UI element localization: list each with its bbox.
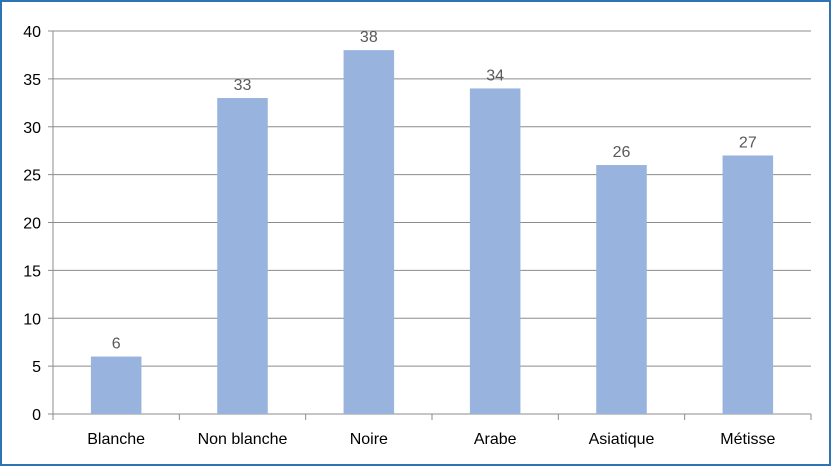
bar bbox=[343, 50, 395, 415]
y-tick-label: 10 bbox=[23, 311, 41, 328]
y-tick-label: 0 bbox=[32, 407, 41, 424]
y-tick-label: 5 bbox=[32, 359, 41, 376]
bar bbox=[722, 155, 774, 414]
data-label: 33 bbox=[234, 77, 252, 94]
y-tick-label: 25 bbox=[23, 168, 41, 185]
y-tick-label: 40 bbox=[23, 24, 41, 41]
x-tick-label: Asiatique bbox=[589, 431, 655, 448]
bar bbox=[90, 356, 142, 414]
y-tick-label: 20 bbox=[23, 216, 41, 233]
bar bbox=[217, 98, 268, 415]
bars bbox=[90, 50, 774, 415]
x-tick-label: Noire bbox=[350, 431, 388, 448]
x-tick-label: Blanche bbox=[87, 431, 145, 448]
bar bbox=[469, 88, 521, 414]
labels: 0 5 10 15 20 25 30 35 40 6 Blanche 33 Non blanche 38 N… bbox=[23, 24, 775, 448]
y-tick-label: 30 bbox=[23, 120, 41, 137]
bar bbox=[596, 165, 647, 414]
x-tick-label: Arabe bbox=[474, 431, 517, 448]
x-tick-label: Non blanche bbox=[198, 431, 288, 448]
data-label: 26 bbox=[613, 144, 631, 161]
data-label: 38 bbox=[360, 29, 378, 46]
axes bbox=[48, 30, 812, 420]
data-label: 27 bbox=[739, 134, 757, 151]
data-label: 34 bbox=[486, 67, 504, 84]
gridlines bbox=[53, 30, 811, 367]
y-tick-label: 35 bbox=[23, 72, 41, 89]
y-tick-label: 15 bbox=[23, 263, 41, 280]
data-label: 6 bbox=[112, 336, 121, 353]
x-tick-label: Métisse bbox=[720, 431, 775, 448]
